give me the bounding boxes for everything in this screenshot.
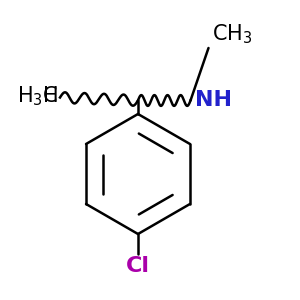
Text: Cl: Cl: [126, 256, 150, 277]
Text: H: H: [43, 86, 58, 106]
Text: CH$_3$: CH$_3$: [212, 23, 252, 46]
Text: H$_3$C: H$_3$C: [17, 84, 58, 108]
Text: NH: NH: [195, 91, 232, 110]
